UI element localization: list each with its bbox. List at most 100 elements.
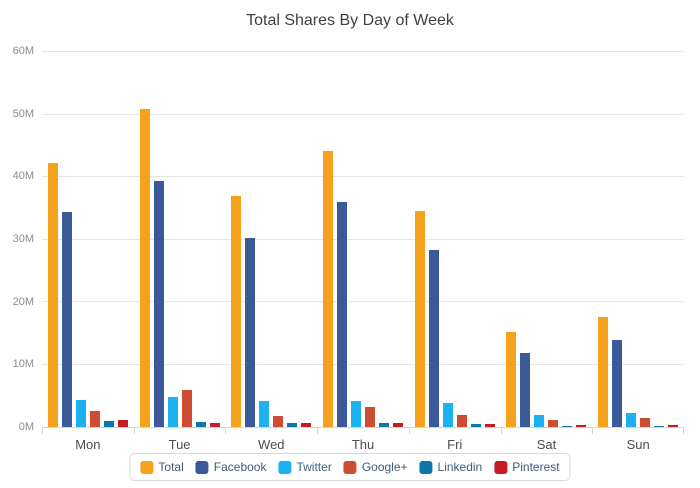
legend-item-total[interactable]: Total [140, 460, 184, 474]
bar-linkedin-tue[interactable] [195, 422, 206, 427]
bar-google-plus-fri[interactable] [456, 415, 467, 427]
axis-tick [408, 428, 410, 434]
legend-swatch-total [140, 460, 154, 474]
bar-facebook-sun[interactable] [612, 340, 623, 427]
legend-swatch-google-plus [343, 460, 357, 474]
bar-facebook-fri[interactable] [428, 249, 439, 427]
bar-linkedin-mon[interactable] [103, 421, 114, 427]
gridline-10m [42, 363, 684, 365]
bar-group-mon [42, 52, 134, 427]
x-axis-label-tue: Tue [133, 428, 226, 455]
x-axis-label-text: Mon [75, 437, 101, 452]
bar-linkedin-wed[interactable] [287, 423, 298, 427]
bar-twitter-wed[interactable] [259, 401, 270, 427]
x-axis-label-text: Thu [351, 437, 375, 452]
x-axis-label-text: Sun [626, 437, 650, 452]
bar-total-fri[interactable] [414, 210, 425, 427]
x-axis-label-text: Tue [168, 437, 191, 452]
bar-linkedin-sun[interactable] [654, 426, 665, 427]
bar-google-plus-sun[interactable] [640, 418, 651, 427]
y-axis-label-60m: 60M [12, 45, 34, 57]
legend-label-linkedin: Linkedin [437, 460, 483, 474]
legend-swatch-linkedin [419, 460, 433, 474]
y-axis-label-40m: 40M [12, 170, 34, 183]
bar-twitter-sun[interactable] [626, 412, 637, 427]
bar-twitter-fri[interactable] [442, 403, 453, 427]
bar-pinterest-fri[interactable] [484, 423, 495, 427]
bar-google-plus-mon[interactable] [89, 411, 100, 427]
bar-pinterest-sun[interactable] [668, 425, 679, 427]
bar-facebook-thu[interactable] [337, 202, 348, 427]
bar-linkedin-thu[interactable] [379, 422, 390, 427]
legend-swatch-facebook [195, 460, 209, 474]
axis-tick [42, 428, 43, 434]
x-axis-label-text: Wed [258, 437, 285, 452]
axis-tick [683, 428, 685, 434]
bar-facebook-tue[interactable] [153, 180, 164, 427]
legend-label-twitter: Twitter [296, 460, 332, 474]
bar-facebook-wed[interactable] [245, 237, 256, 427]
gridline-40m [42, 176, 684, 177]
bar-total-sat[interactable] [506, 332, 517, 427]
bar-google-plus-wed[interactable] [273, 416, 284, 427]
legend-label-google-plus: Google+ [361, 460, 408, 474]
gridline-60m [42, 51, 684, 52]
bar-group-tue [134, 52, 226, 427]
bar-pinterest-wed[interactable] [301, 423, 312, 427]
axis-tick [500, 428, 502, 434]
bar-group-wed [225, 52, 317, 427]
plot-area [42, 51, 684, 428]
gridline-30m [42, 238, 684, 240]
bar-pinterest-tue[interactable] [209, 422, 220, 427]
y-axis-label-20m: 20M [12, 295, 34, 308]
bar-google-plus-thu[interactable] [365, 407, 376, 427]
bar-linkedin-sat[interactable] [562, 426, 573, 427]
legend-item-google-plus[interactable]: Google+ [343, 460, 408, 474]
bar-group-fri [409, 52, 501, 427]
bar-twitter-mon[interactable] [75, 399, 86, 427]
y-axis: 0M 10M 20M 30M 40M 50M 60M [0, 46, 38, 433]
legend-item-pinterest[interactable]: Pinterest [494, 460, 560, 474]
x-axis-label-wed: Wed [225, 428, 317, 455]
legend: Total Facebook Twitter Google+ Linkedin Pinte… [129, 453, 571, 481]
legend-item-twitter[interactable]: Twitter [278, 460, 332, 474]
bar-pinterest-sat[interactable] [576, 424, 587, 427]
axis-tick [225, 428, 227, 434]
legend-label-total: Total [158, 460, 184, 474]
legend-swatch-twitter [278, 460, 292, 474]
bar-group-sun [592, 52, 684, 427]
axis-tick [133, 428, 135, 434]
legend-item-facebook[interactable]: Facebook [195, 460, 267, 474]
y-axis-label-10m: 10M [12, 358, 34, 371]
bar-total-mon[interactable] [47, 163, 58, 427]
bar-total-wed[interactable] [231, 195, 242, 427]
x-axis-label-mon: Mon [42, 428, 134, 455]
bar-twitter-sat[interactable] [534, 414, 545, 427]
bar-pinterest-thu[interactable] [393, 423, 404, 427]
y-axis-label-0m: 0M [18, 421, 34, 433]
bar-facebook-sat[interactable] [520, 353, 531, 427]
bar-total-thu[interactable] [323, 150, 334, 427]
y-axis-label-50m: 50M [12, 107, 34, 120]
bar-google-plus-sat[interactable] [548, 419, 559, 427]
bar-google-plus-tue[interactable] [181, 390, 192, 427]
legend-item-linkedin[interactable]: Linkedin [419, 460, 483, 474]
bar-pinterest-mon[interactable] [117, 419, 128, 427]
bar-twitter-tue[interactable] [167, 397, 178, 427]
bar-total-sun[interactable] [598, 317, 609, 427]
legend-label-pinterest: Pinterest [512, 460, 560, 474]
gridline-50m [42, 113, 684, 115]
bar-linkedin-fri[interactable] [470, 423, 481, 427]
bar-total-tue[interactable] [139, 108, 150, 427]
axis-tick [592, 428, 594, 434]
gridline-20m [42, 301, 684, 302]
bar-twitter-thu[interactable] [351, 401, 362, 427]
x-axis-label-thu: Thu [317, 428, 409, 455]
legend-label-facebook: Facebook [213, 460, 267, 474]
bar-facebook-mon[interactable] [61, 212, 72, 427]
legend-swatch-pinterest [494, 460, 508, 474]
x-axis-label-sat: Sat [500, 428, 593, 455]
x-axis: Mon Tue Wed Thu Fri Sat Sun [42, 428, 685, 455]
x-axis-label-text: Sat [536, 437, 557, 452]
